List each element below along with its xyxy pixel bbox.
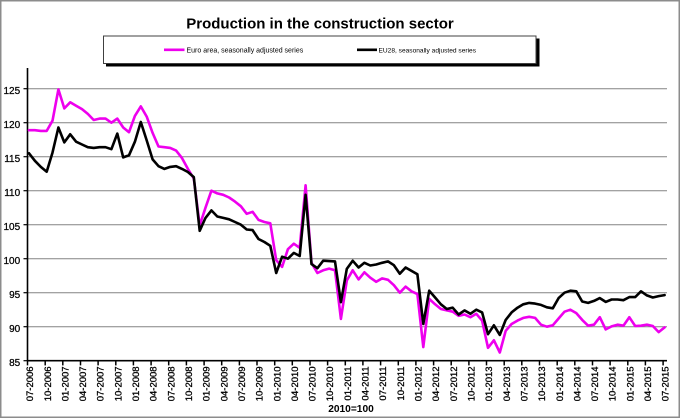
svg-text:01-2011: 01-2011 [343,366,354,400]
svg-text:100: 100 [4,256,21,267]
svg-text:04-2015: 04-2015 [643,366,654,401]
svg-text:07-2008: 07-2008 [166,366,177,401]
svg-text:10-2009: 10-2009 [255,366,266,401]
svg-text:04-2009: 04-2009 [219,366,230,401]
svg-text:04-2010: 04-2010 [290,366,301,401]
svg-text:2010=100: 2010=100 [328,404,374,415]
svg-text:07-2013: 07-2013 [519,366,530,401]
svg-text:10-2013: 10-2013 [537,366,548,401]
svg-text:01-2008: 01-2008 [131,366,142,401]
svg-text:07-2010: 07-2010 [308,366,319,401]
svg-text:07-2015: 07-2015 [661,366,672,401]
svg-text:07-2007: 07-2007 [96,366,107,401]
svg-text:01-2009: 01-2009 [202,366,213,401]
svg-text:125: 125 [4,86,21,97]
svg-text:115: 115 [4,154,20,165]
svg-text:85: 85 [9,358,21,369]
svg-text:01-2015: 01-2015 [625,366,636,401]
svg-text:04-2007: 04-2007 [78,366,89,401]
svg-text:04-2013: 04-2013 [502,366,513,401]
svg-text:10-2012: 10-2012 [467,366,478,401]
svg-text:01-2012: 01-2012 [414,366,425,401]
svg-text:07-2009: 07-2009 [237,366,248,401]
svg-text:120: 120 [4,120,21,131]
svg-text:01-2007: 01-2007 [60,366,71,401]
svg-text:95: 95 [9,290,21,301]
svg-text:10-2014: 10-2014 [608,366,619,401]
svg-text:105: 105 [4,222,21,233]
svg-text:01-2010: 01-2010 [272,366,283,401]
svg-text:07-2011: 07-2011 [378,366,389,400]
svg-text:90: 90 [9,324,21,335]
svg-text:10-2007: 10-2007 [113,366,124,401]
svg-text:Euro area, seasonally adjusted: Euro area, seasonally adjusted series [187,47,304,54]
svg-text:10-2008: 10-2008 [184,366,195,401]
svg-text:110: 110 [4,188,20,199]
svg-text:01-2013: 01-2013 [484,366,495,401]
svg-text:10-2006: 10-2006 [43,366,54,401]
svg-text:07-2012: 07-2012 [449,366,460,401]
svg-text:07-2006: 07-2006 [25,366,36,401]
svg-text:Production in the construction: Production in the construction sector [186,16,454,33]
svg-text:10-2011: 10-2011 [396,366,407,400]
svg-text:04-2014: 04-2014 [572,366,583,401]
svg-text:01-2014: 01-2014 [555,366,566,401]
svg-text:EU28, seasonally adjusted seri: EU28, seasonally adjusted series [379,47,477,54]
svg-text:04-2012: 04-2012 [431,366,442,401]
svg-text:04-2008: 04-2008 [149,366,160,401]
svg-text:04-2011: 04-2011 [361,366,372,400]
svg-text:10-2010: 10-2010 [325,366,336,401]
svg-text:07-2014: 07-2014 [590,366,601,401]
